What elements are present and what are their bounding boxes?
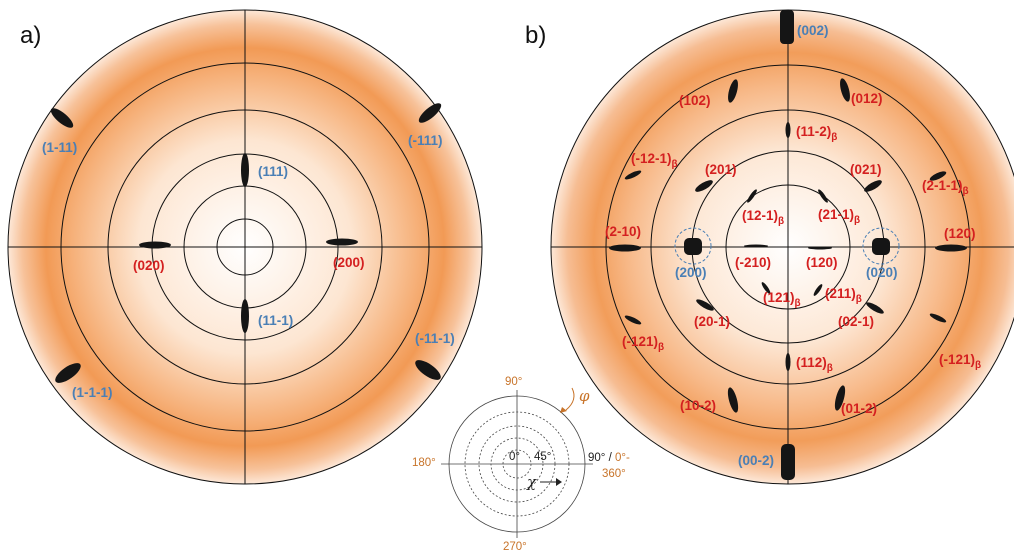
pole-spot — [935, 244, 967, 252]
pole-label-beta: (21-1)β — [818, 207, 860, 226]
pole-spot — [684, 238, 702, 255]
panel-b-labels: (002) (102) (012) (11-2)β (-12-1)β (201)… — [605, 23, 981, 468]
pole-spot — [241, 299, 249, 333]
legend-angle-left: 180° — [412, 457, 436, 469]
pole-spot — [864, 180, 882, 192]
pole-spot — [840, 78, 850, 102]
pole-spot — [834, 385, 846, 411]
pole-label: (1-11) — [42, 140, 77, 155]
pole-label: (02-1) — [838, 314, 874, 329]
pole-label: (021) — [850, 162, 882, 177]
pole-spot — [624, 170, 642, 180]
pole-label-beta: (112)β — [796, 355, 833, 374]
phi-arrow-icon — [565, 387, 575, 411]
pole-label: (102) — [679, 93, 711, 108]
pole-label-beta: (-12-1)β — [631, 151, 678, 170]
pole-spot — [929, 313, 947, 323]
pole-spot — [929, 171, 947, 181]
panel-a-label: a) — [20, 22, 41, 49]
pole-label-beta: (-121)β — [939, 352, 981, 371]
highlight-circle-020 — [862, 227, 900, 265]
pole-spot — [624, 315, 642, 325]
pole-label-beta: (211)β — [825, 286, 862, 305]
pole-label: (120) — [944, 226, 976, 241]
pole-label: (-11-1) — [415, 331, 455, 346]
pole-label: (020) — [866, 265, 898, 280]
phi-arrowhead-icon — [560, 407, 567, 413]
chi-symbol: χ — [526, 473, 537, 491]
pole-spot — [728, 79, 738, 103]
pole-label: (200) — [675, 265, 707, 280]
pole-spot — [747, 189, 757, 203]
legend-ring-label: 45° — [534, 451, 551, 463]
pole-label: (201) — [705, 162, 737, 177]
pole-spot — [744, 244, 768, 248]
pole-spot — [780, 10, 794, 44]
pole-label: (012) — [851, 91, 883, 106]
pole-label: (-111) — [408, 133, 443, 148]
chi-arrowhead-icon — [556, 478, 562, 486]
pole-spot — [415, 360, 441, 380]
pole-label: (00-2) — [738, 453, 774, 468]
pole-spot — [781, 444, 795, 480]
panel-b-label: b) — [525, 22, 546, 49]
pole-label: (1-1-1) — [72, 385, 113, 400]
pole-spot — [727, 387, 739, 413]
pole-label: (-210) — [735, 255, 771, 270]
pole-spot — [695, 180, 713, 192]
pole-spot — [326, 238, 358, 246]
pole-spot — [785, 122, 791, 138]
phi-symbol: φ — [579, 387, 590, 405]
orientation-legend: 90° 180° 90° / 0°- 360° 270° 0° 45° φ χ — [412, 376, 630, 553]
pole-spot — [866, 302, 884, 314]
panel-b: b) — [525, 9, 1014, 485]
pole-label: (111) — [258, 164, 288, 179]
legend-angle-right: 90° / 0°- — [588, 452, 630, 464]
legend-center-label: 0° — [509, 451, 520, 463]
pole-spot — [241, 153, 249, 187]
pole-label: (020) — [133, 258, 165, 273]
pole-label: (2-10) — [605, 224, 641, 239]
pole-spot — [609, 244, 641, 252]
pole-spot — [872, 238, 890, 255]
panel-a: a) (1-11) (-111) (111) (020) (200) (11-1… — [7, 9, 483, 485]
pole-label: (20-1) — [694, 314, 730, 329]
pole-spot — [785, 353, 791, 371]
pole-label: (002) — [797, 23, 829, 38]
panel-a-labels: (1-11) (-111) (111) (020) (200) (11-1) (… — [42, 133, 455, 400]
pole-label-beta: (2-1-1)β — [922, 178, 969, 197]
pole-label-beta: (12-1)β — [742, 208, 784, 227]
pole-label: (200) — [333, 255, 365, 270]
legend-angle-right-360: 360° — [602, 468, 626, 480]
pole-spot — [418, 103, 442, 123]
pole-spot — [813, 284, 823, 296]
pole-label: (120) — [806, 255, 838, 270]
pole-spot — [55, 363, 81, 383]
pole-label-beta: (121)β — [763, 290, 801, 309]
pole-label-beta: (-121)β — [622, 334, 664, 353]
pole-label: (01-2) — [841, 401, 877, 416]
pole-spot — [50, 108, 74, 128]
pole-label: (11-1) — [258, 313, 293, 328]
highlight-circle-200 — [674, 227, 712, 265]
legend-angle-top: 90° — [505, 376, 522, 388]
pole-label-beta: (11-2)β — [796, 124, 837, 143]
pole-spot — [696, 299, 714, 311]
pole-spot — [808, 246, 832, 250]
pole-spot — [818, 189, 828, 203]
pole-label: (10-2) — [680, 398, 716, 413]
legend-angle-bottom: 270° — [503, 541, 527, 553]
pole-spot — [761, 282, 771, 294]
pole-spot — [139, 241, 171, 249]
